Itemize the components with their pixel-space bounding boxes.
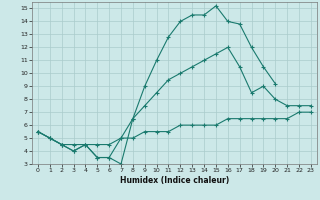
- X-axis label: Humidex (Indice chaleur): Humidex (Indice chaleur): [120, 176, 229, 185]
